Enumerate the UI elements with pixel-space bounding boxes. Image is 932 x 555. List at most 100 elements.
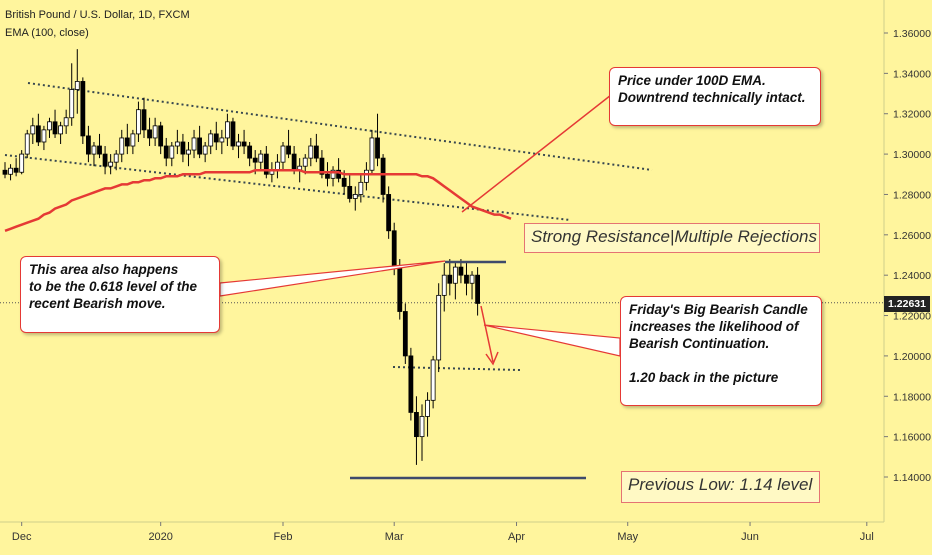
candle-body xyxy=(63,117,69,127)
candle-body xyxy=(102,153,108,167)
x-tick-label: Jun xyxy=(741,531,759,543)
candle-body xyxy=(35,125,41,143)
candle-body xyxy=(130,133,136,147)
candle-body xyxy=(86,135,91,155)
annotation-arrows xyxy=(219,94,821,366)
projection-arrow-head xyxy=(485,351,499,366)
candlestick-series xyxy=(2,49,481,465)
candle-body xyxy=(147,129,152,139)
candle-body xyxy=(191,137,197,151)
candle-body xyxy=(280,145,286,163)
candle-body xyxy=(91,145,97,155)
x-tick-label: Feb xyxy=(274,531,293,543)
candle-body xyxy=(447,274,453,284)
candle-body xyxy=(430,359,436,401)
candle-body xyxy=(469,274,475,284)
x-tick-label: Jul xyxy=(860,531,874,543)
candle-body xyxy=(441,274,447,296)
candle-body xyxy=(108,161,114,167)
candle-body xyxy=(452,266,458,284)
candle-body xyxy=(174,141,180,147)
candle-body xyxy=(347,185,353,199)
y-tick-label: 1.18000 xyxy=(893,391,931,403)
candle-body xyxy=(230,121,236,147)
candle-body xyxy=(286,145,291,155)
time-axis[interactable]: Dec 2020 Feb Mar Apr May Jun Jul xyxy=(12,522,874,543)
candle-body xyxy=(136,109,141,135)
candle-body xyxy=(208,133,214,147)
candle-body xyxy=(74,81,80,90)
candle-body xyxy=(414,412,419,438)
candle-body xyxy=(380,157,386,195)
candle-body xyxy=(425,399,430,417)
candle-body xyxy=(13,167,19,173)
x-tick-label: Mar xyxy=(385,531,404,543)
y-tick-label: 1.20000 xyxy=(893,351,931,363)
candle-body xyxy=(330,169,336,179)
y-tick-label: 1.24000 xyxy=(893,270,931,282)
candle-body xyxy=(197,137,203,155)
candle-body xyxy=(24,133,30,155)
candle-body xyxy=(458,266,464,276)
candle-body xyxy=(352,194,358,199)
candle-body xyxy=(119,137,125,155)
candle-body xyxy=(308,145,314,159)
candle-body xyxy=(47,121,52,131)
candle-body xyxy=(213,133,219,143)
y-tick-label: 1.26000 xyxy=(893,230,931,242)
candle-body xyxy=(30,125,36,135)
candle-body xyxy=(369,137,375,171)
candle-body xyxy=(8,167,13,175)
candle-body xyxy=(258,153,264,163)
previous-low-label: Previous Low: 1.14 level xyxy=(621,471,820,503)
candle-body xyxy=(113,153,119,163)
candle-body xyxy=(58,125,63,135)
resistance-label: Strong Resistance|Multiple Rejections xyxy=(524,223,820,253)
candle-body xyxy=(291,153,297,171)
candle-body xyxy=(436,294,442,361)
candle-body xyxy=(169,145,175,159)
target-1-20-line xyxy=(392,366,521,371)
y-tick-label: 1.30000 xyxy=(893,149,931,161)
candle-body xyxy=(224,121,230,139)
candle-body xyxy=(19,153,25,173)
upper-channel-line xyxy=(27,82,653,171)
candle-body xyxy=(391,230,397,268)
candle-body xyxy=(52,121,58,135)
x-tick-label: Apr xyxy=(508,531,525,543)
candle-body xyxy=(163,145,169,159)
candle-body xyxy=(219,137,225,143)
y-tick-label: 1.36000 xyxy=(893,28,931,40)
price-axis[interactable]: 1.36000 1.34000 1.32000 1.30000 1.28000 1.260… xyxy=(884,28,931,484)
candle-body xyxy=(236,141,241,147)
candle-body xyxy=(313,145,319,159)
candle-body xyxy=(158,125,164,147)
fib-note: This area also happens to be the 0.618 l… xyxy=(20,256,220,333)
candle-body xyxy=(180,141,186,155)
x-tick-label: May xyxy=(617,531,638,543)
candle-body xyxy=(475,274,481,304)
y-tick-label: 1.28000 xyxy=(893,189,931,201)
candle-body xyxy=(186,149,191,155)
fib-note-pointer xyxy=(219,260,446,297)
symbol-title: British Pound / U.S. Dollar, 1D, FXCM xyxy=(5,9,190,21)
candle-body xyxy=(41,129,47,143)
projection-arrow-shaft xyxy=(480,305,494,363)
candle-body xyxy=(408,355,414,413)
candle-body xyxy=(319,157,325,175)
candle-body xyxy=(202,145,208,155)
x-tick-label: 2020 xyxy=(148,531,172,543)
candle-body xyxy=(325,173,330,179)
x-tick-label: Dec xyxy=(12,531,32,543)
ema-100-line xyxy=(4,168,512,232)
level-lines xyxy=(350,260,586,480)
candle-body xyxy=(124,137,130,147)
candle-body xyxy=(69,89,75,119)
candle-body xyxy=(97,145,102,155)
y-tick-label: 1.14000 xyxy=(893,472,931,484)
candle-body xyxy=(386,194,392,232)
candle-body xyxy=(402,311,408,357)
last-price-tag: 1.22631 xyxy=(884,296,930,312)
